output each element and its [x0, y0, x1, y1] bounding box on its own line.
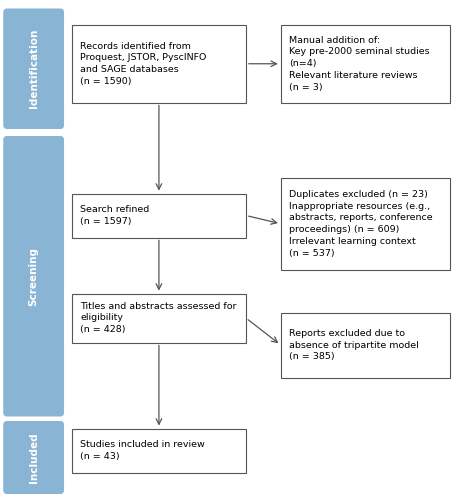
Bar [72, 194, 245, 238]
Text: Manual addition of:
Key pre-2000 seminal studies
(n=4)
Relevant literature revie: Manual addition of: Key pre-2000 seminal… [288, 36, 429, 92]
Bar [280, 25, 449, 102]
Text: Studies included in review
(n = 43): Studies included in review (n = 43) [80, 440, 205, 461]
Bar [72, 428, 245, 472]
Text: Identification: Identification [29, 29, 38, 108]
FancyBboxPatch shape [3, 136, 64, 416]
Bar [280, 312, 449, 378]
Text: Records identified from
Proquest, JSTOR, PyscINFO
and SAGE databases
(n = 1590): Records identified from Proquest, JSTOR,… [80, 42, 206, 86]
Bar [280, 178, 449, 270]
Text: Reports excluded due to
absence of tripartite model
(n = 385): Reports excluded due to absence of tripa… [288, 328, 418, 362]
Text: Search refined
(n = 1597): Search refined (n = 1597) [80, 205, 149, 226]
Text: Screening: Screening [29, 246, 38, 306]
Text: Duplicates excluded (n = 23)
Inappropriate resources (e.g.,
abstracts, reports, : Duplicates excluded (n = 23) Inappropria… [288, 190, 432, 258]
Text: Titles and abstracts assessed for
eligibility
(n = 428): Titles and abstracts assessed for eligib… [80, 302, 236, 334]
FancyBboxPatch shape [3, 421, 64, 494]
Bar [72, 25, 245, 102]
FancyBboxPatch shape [3, 8, 64, 129]
Text: Included: Included [29, 432, 38, 483]
Bar [72, 294, 245, 343]
